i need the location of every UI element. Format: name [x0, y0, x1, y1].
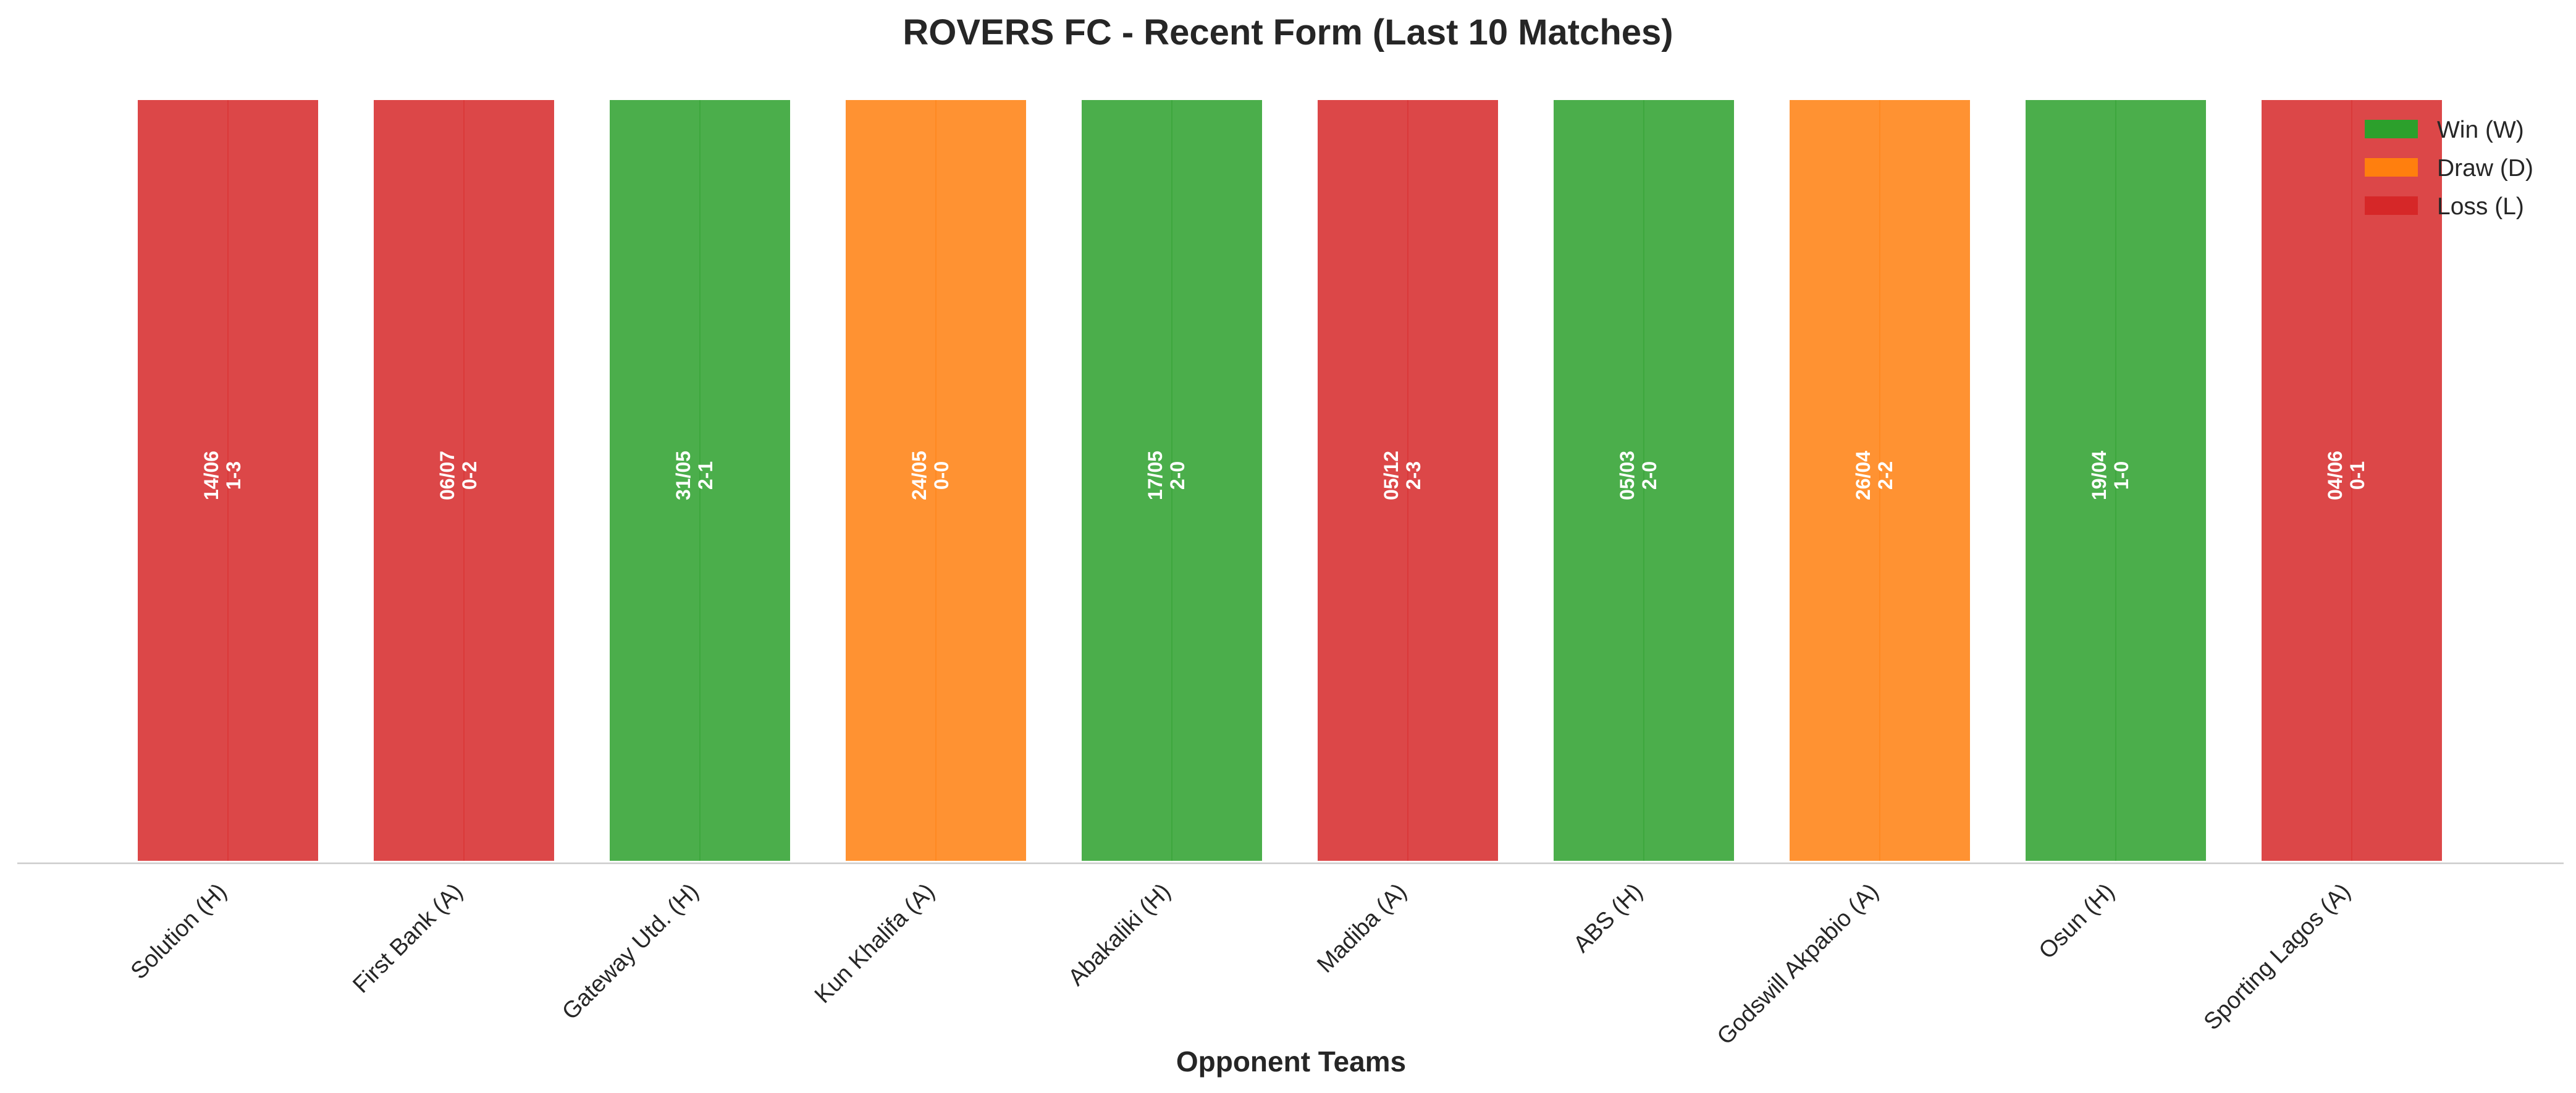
- bar: [371, 98, 557, 863]
- bar-data-label: 05/122-3: [1380, 451, 1425, 500]
- bar-group: 24/050-0: [843, 98, 1029, 863]
- bar-group: 05/032-0: [1551, 98, 1736, 863]
- bar-group: 14/061-3: [135, 98, 321, 863]
- bar-date-label: 19/04: [2088, 451, 2110, 500]
- bar: [135, 98, 321, 863]
- bar: [1551, 98, 1736, 863]
- bar-group: 04/060-1: [2259, 98, 2444, 863]
- bar-group: 05/122-3: [1315, 98, 1501, 863]
- chart-title: ROVERS FC - Recent Form (Last 10 Matches…: [903, 12, 1673, 52]
- bar-group: 19/041-0: [2023, 98, 2208, 863]
- bar-score-label: 0-0: [930, 461, 953, 490]
- bar: [2023, 98, 2208, 863]
- bar-score-label: 2-0: [1638, 461, 1661, 490]
- bar-data-label: 26/042-2: [1852, 451, 1896, 500]
- legend-swatch: [2365, 120, 2418, 138]
- bar-score-label: 2-3: [1402, 461, 1425, 490]
- bar-group: 31/052-1: [607, 98, 793, 863]
- bar-group: 17/052-0: [1079, 98, 1265, 863]
- bar-date-label: 26/04: [1852, 451, 1874, 500]
- bar-data-label: 04/060-1: [2324, 451, 2368, 500]
- legend-label: Draw (D): [2437, 155, 2533, 182]
- bar-date-label: 17/05: [1144, 451, 1166, 500]
- bar-date-label: 24/05: [908, 451, 930, 500]
- bar-data-label: 31/052-1: [672, 451, 717, 500]
- bar-date-label: 06/07: [436, 451, 458, 500]
- bar-group: 26/042-2: [1787, 98, 1972, 863]
- bar-score-label: 0-2: [458, 461, 481, 490]
- bar: [2259, 98, 2444, 863]
- bar-group: 06/070-2: [371, 98, 557, 863]
- legend-swatch: [2365, 196, 2418, 215]
- legend-entry: Loss (L): [2365, 193, 2524, 220]
- bar-date-label: 31/05: [672, 451, 694, 500]
- bar-score-label: 2-1: [694, 461, 717, 490]
- legend-swatch: [2365, 158, 2418, 177]
- bar-date-label: 05/03: [1616, 451, 1638, 500]
- bar: [1787, 98, 1972, 863]
- legend-entry: Win (W): [2365, 117, 2524, 143]
- legend: Win (W) Draw (D) Loss (L): [2365, 117, 2533, 220]
- bar: [607, 98, 793, 863]
- bar-score-label: 0-1: [2346, 461, 2368, 490]
- bar-data-label: 24/050-0: [908, 451, 953, 500]
- bar: [843, 98, 1029, 863]
- bar-score-label: 1-0: [2110, 461, 2132, 490]
- bar-date-label: 04/06: [2324, 451, 2346, 500]
- bar: [1315, 98, 1501, 863]
- bar-data-label: 19/041-0: [2088, 451, 2132, 500]
- bars-layer: 14/061-3 06/070-2 31/052-1 24/050-0 17/052-0…: [135, 98, 2444, 863]
- bar-data-label: 06/070-2: [436, 451, 481, 500]
- bar-score-label: 2-2: [1874, 461, 1896, 490]
- bar-data-label: 17/052-0: [1144, 451, 1189, 500]
- bar-date-label: 05/12: [1380, 451, 1402, 500]
- legend-label: Loss (L): [2437, 193, 2524, 220]
- bar-data-label: 05/032-0: [1616, 451, 1661, 500]
- legend-label: Win (W): [2437, 117, 2524, 143]
- bar-score-label: 1-3: [222, 461, 245, 490]
- bar: [1079, 98, 1265, 863]
- bar-date-label: 14/06: [200, 451, 222, 500]
- x-axis-title: Opponent Teams: [1176, 1045, 1406, 1078]
- legend-entry: Draw (D): [2365, 155, 2533, 182]
- bar-score-label: 2-0: [1166, 461, 1189, 490]
- bar-data-label: 14/061-3: [200, 451, 245, 500]
